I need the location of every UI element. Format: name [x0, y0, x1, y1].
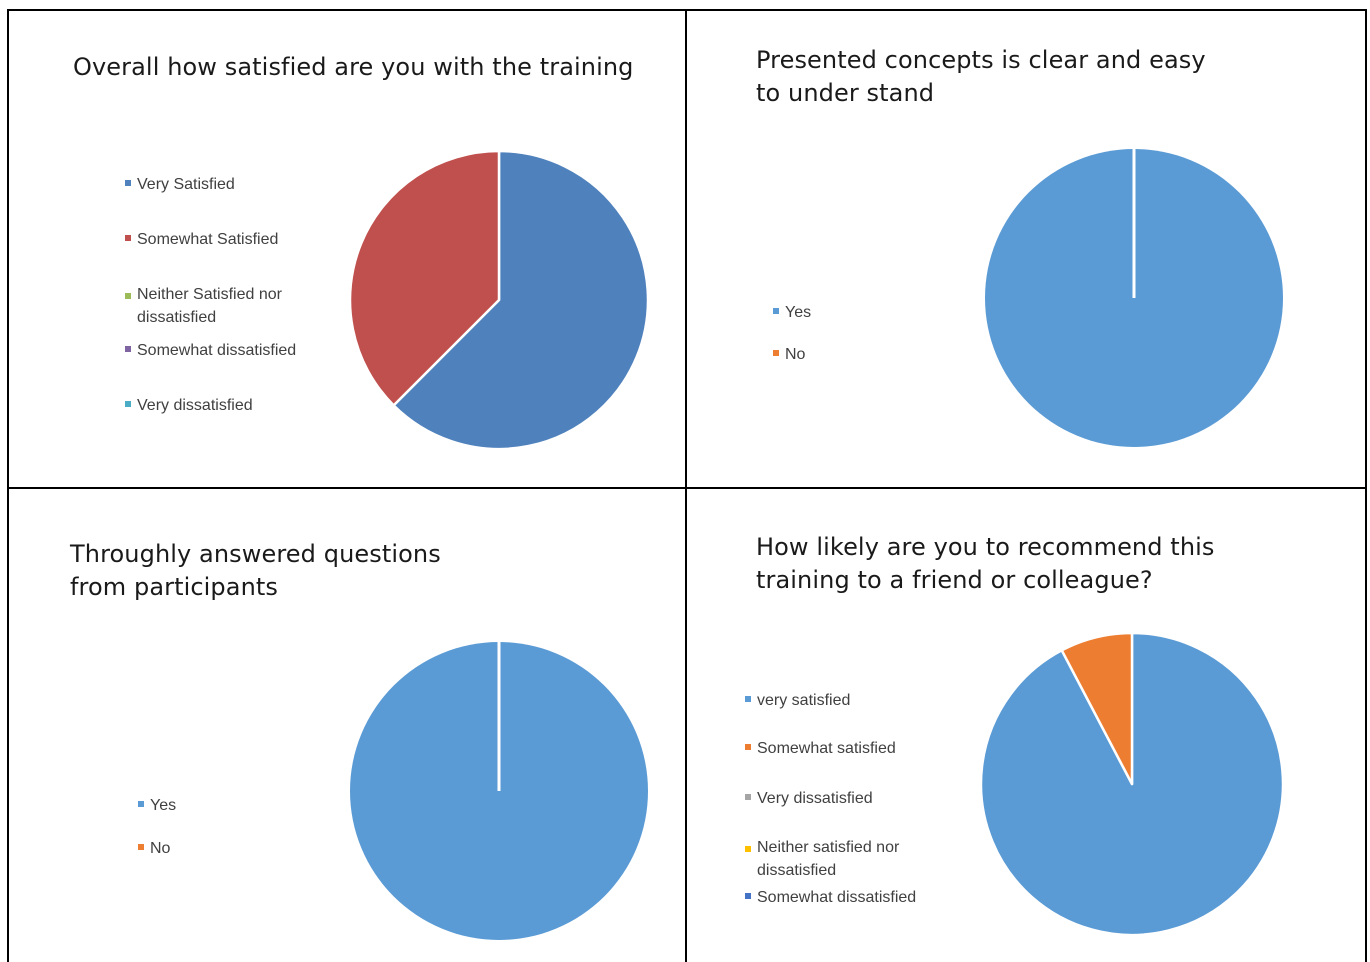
legend-swatch: [773, 307, 779, 314]
chart-title: Presented concepts is clear and easy to …: [756, 46, 1206, 107]
legend-label: Very Satisfied: [137, 176, 235, 193]
legend-item: Somewhat dissatisfied: [745, 886, 916, 909]
legend-label: very satisfied: [757, 692, 851, 709]
legend-label: Somewhat dissatisfied: [757, 889, 917, 906]
legend-swatch: [125, 400, 131, 407]
legend-label: Somewhat Satisfied: [137, 231, 279, 248]
legend-swatch: [125, 179, 131, 186]
legend-item: Yes: [773, 301, 811, 324]
legend-item: Very dissatisfied: [125, 394, 253, 417]
legend-swatch: [745, 743, 751, 750]
legend-item: very satisfied: [745, 689, 850, 712]
legend-label: Yes: [785, 304, 812, 321]
chart-panel-recommend: How likely are you to recommend this tra…: [687, 489, 1365, 962]
pie-slice: [1060, 631, 1134, 786]
legend-swatch: [138, 800, 144, 807]
legend-swatch: [125, 345, 131, 352]
legend-item: No: [138, 837, 170, 860]
legend-item: Somewhat dissatisfied: [125, 339, 297, 362]
legend-swatch: [138, 843, 144, 850]
legend-label: Neither Satisfied nor dissatisfied: [137, 286, 282, 326]
legend-swatch: [773, 349, 779, 356]
legend-label: Somewhat dissatisfied: [137, 342, 297, 359]
legend-label: Very dissatisfied: [757, 790, 873, 807]
grid-center-divider: [685, 9, 687, 962]
legend-label: Yes: [150, 797, 177, 814]
legend-item: Neither Satisfied nor dissatisfied: [125, 283, 305, 329]
legend-item: Very dissatisfied: [745, 787, 873, 810]
chart-title: How likely are you to recommend this tra…: [756, 533, 1215, 594]
legend-swatch: [745, 695, 751, 702]
pie-slice: [392, 149, 650, 451]
chart-panel-satisfaction: Overall how satisfied are you with the t…: [9, 11, 685, 487]
legend-swatch: [745, 892, 751, 899]
grid-left-border: [7, 9, 9, 962]
pie-chart: [348, 149, 650, 451]
chart-panel-questions: Throughly answered questions from partic…: [9, 489, 685, 962]
legend-item: Somewhat satisfied: [745, 737, 896, 760]
chart-title: Throughly answered questions from partic…: [70, 540, 441, 601]
legend-item: Somewhat Satisfied: [125, 228, 278, 251]
legend-label: No: [150, 840, 171, 857]
legend-label: No: [785, 346, 806, 363]
legend-item: No: [773, 343, 805, 366]
legend-label: Somewhat satisfied: [757, 740, 896, 757]
pie-chart: [979, 631, 1285, 937]
pie-slice: [348, 149, 501, 407]
legend-swatch: [125, 293, 131, 299]
pie-chart: [985, 149, 1283, 447]
chart-panel-clarity: Presented concepts is clear and easy to …: [687, 11, 1365, 487]
legend-swatch: [745, 846, 751, 852]
legend-swatch: [745, 793, 751, 800]
legend-item: Yes: [138, 794, 176, 817]
legend-label: Very dissatisfied: [137, 397, 253, 414]
pie-chart: [350, 642, 648, 940]
legend-item: Neither satisfied nor dissatisfied: [745, 836, 920, 882]
legend-swatch: [125, 234, 131, 241]
pie-slice: [979, 631, 1285, 937]
chart-title: Overall how satisfied are you with the t…: [73, 53, 634, 81]
grid-top-border: [7, 9, 1367, 11]
legend-item: Very Satisfied: [125, 173, 235, 196]
legend-label: Neither satisfied nor dissatisfied: [757, 839, 900, 879]
grid-middle-divider: [7, 487, 1367, 489]
grid-right-border: [1365, 9, 1367, 962]
